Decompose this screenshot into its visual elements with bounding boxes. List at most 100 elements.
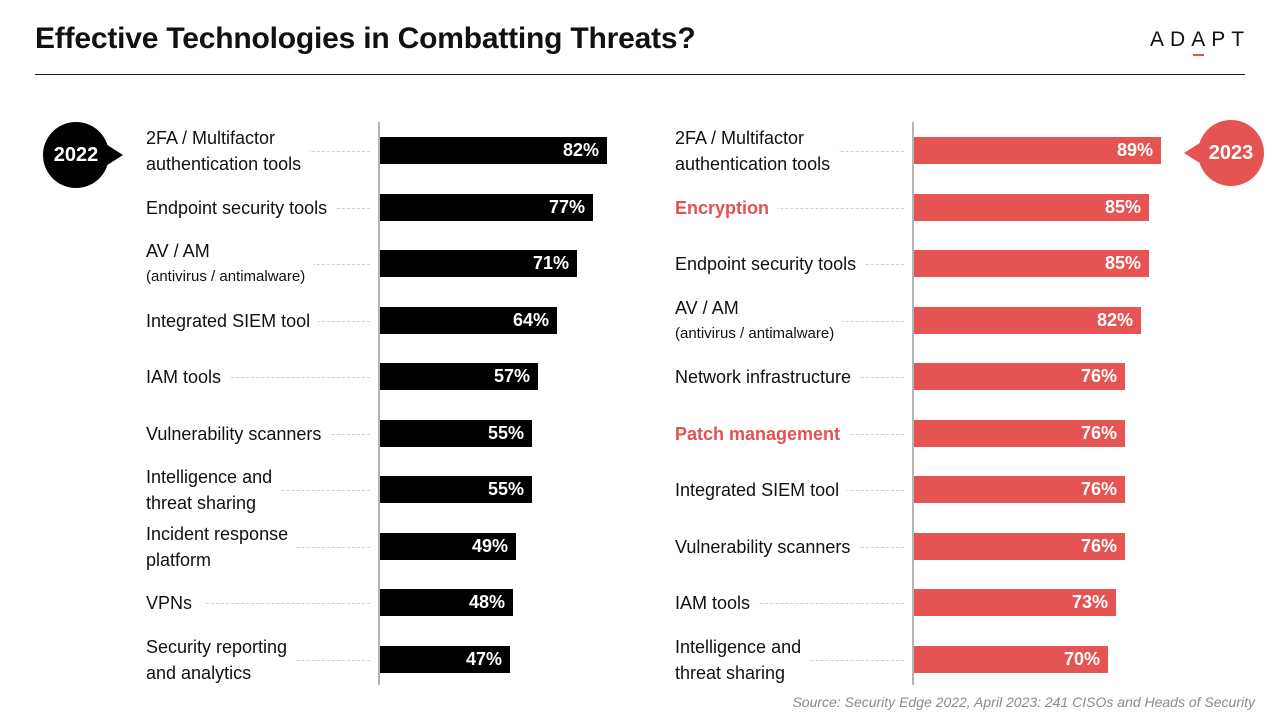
category-label-line: Vulnerability scanners [146, 424, 322, 444]
bar-value-label: 85% [1104, 197, 1141, 217]
bar-value-label: 49% [471, 536, 508, 556]
category-label-line: AV / AM [146, 241, 210, 261]
bar-value-label: 82% [562, 140, 599, 160]
bar-2023: 85% [914, 194, 1149, 221]
bar-value-label: 76% [1080, 423, 1117, 443]
category-label-line: Integrated SIEM tool [146, 311, 311, 331]
year-badge-2022: 2022 [43, 122, 123, 188]
bar-2022: 49% [380, 533, 516, 560]
bar-2023: 76% [914, 363, 1125, 390]
bar-2023: 73% [914, 589, 1116, 616]
bar-2022: 82% [380, 137, 607, 164]
category-label-2023: Network infrastructure [675, 364, 860, 390]
category-label-line: Intelligence and [675, 637, 802, 657]
bar-2023: 76% [914, 420, 1125, 447]
bar-value-label: 48% [468, 592, 505, 612]
category-label-2022: AV / AM (antivirus / antimalware) [146, 238, 314, 290]
bar-2022: 64% [380, 307, 557, 334]
page-title: Effective Technologies in Combatting Thr… [35, 22, 696, 55]
bar-2022: 55% [380, 420, 532, 447]
bar-2022: 71% [380, 250, 577, 277]
year-badge-2023: 2023 [1184, 120, 1264, 186]
category-label-line: Intelligence and [146, 467, 273, 487]
bar-value-label: 82% [1096, 310, 1133, 330]
category-label-2023: AV / AM (antivirus / antimalware) [675, 295, 843, 347]
bar-value-label: 76% [1080, 536, 1117, 556]
bar-value-label: 89% [1116, 140, 1153, 160]
category-label-line: Security reporting [146, 637, 288, 657]
bar-2023: 70% [914, 646, 1108, 673]
bar-value-label: 71% [532, 253, 569, 273]
category-label-2022: Endpoint security tools [146, 195, 336, 221]
bar-value-label: 57% [493, 366, 530, 386]
category-label-line: threat sharing [675, 663, 786, 683]
leader-line [206, 377, 370, 378]
bar-2023: 76% [914, 476, 1125, 503]
bar-value-label: 73% [1071, 592, 1108, 612]
bar-value-label: 85% [1104, 253, 1141, 273]
category-label-line: Endpoint security tools [146, 198, 328, 218]
source-note: Source: Security Edge 2022, April 2023: … [792, 694, 1255, 710]
category-label-2023: Intelligence and threat sharing [675, 634, 810, 686]
category-label-line: and analytics [146, 663, 252, 683]
category-label-line: Incident response [146, 524, 289, 544]
category-label-2023: Patch management [675, 421, 849, 447]
category-label-2022: Vulnerability scanners [146, 421, 330, 447]
category-label-line: Integrated SIEM tool [675, 480, 840, 500]
category-label-2023: IAM tools [675, 590, 759, 616]
bar-value-label: 76% [1080, 479, 1117, 499]
category-label-2022: Incident response platform [146, 521, 297, 573]
bar-value-label: 64% [512, 310, 549, 330]
category-label-2023: 2FA / Multifactor authentication tools [675, 125, 839, 177]
category-label-line: IAM tools [146, 367, 222, 387]
leader-line [206, 603, 370, 604]
category-label-line: authentication tools [146, 154, 302, 174]
bar-2022: 55% [380, 476, 532, 503]
category-label-2023: Endpoint security tools [675, 251, 865, 277]
leader-line [735, 603, 904, 604]
category-label-2023: Integrated SIEM tool [675, 477, 848, 503]
bar-value-label: 47% [465, 649, 502, 669]
axis-line-2022 [378, 122, 380, 685]
leader-line [735, 660, 904, 661]
category-label-line: Network infrastructure [675, 367, 852, 387]
category-label-2023: Vulnerability scanners [675, 534, 859, 560]
bar-value-label: 76% [1080, 366, 1117, 386]
category-label-line: (antivirus / antimalware) [675, 325, 835, 342]
leader-line [735, 208, 904, 209]
bar-2022: 77% [380, 194, 593, 221]
category-label-line: VPNs [146, 593, 193, 613]
bar-2022: 48% [380, 589, 513, 616]
category-label-line: (antivirus / antimalware) [146, 268, 306, 285]
category-label-2022: Integrated SIEM tool [146, 308, 319, 334]
bar-2023: 82% [914, 307, 1141, 334]
leader-line [206, 490, 370, 491]
category-label-2022: Intelligence and threat sharing [146, 464, 281, 516]
bar-value-label: 77% [548, 197, 585, 217]
bar-value-label: 70% [1063, 649, 1100, 669]
category-label-2022: IAM tools [146, 364, 230, 390]
bar-2023: 89% [914, 137, 1161, 164]
category-label-line: Patch management [675, 424, 841, 444]
category-label-line: 2FA / Multifactor [146, 128, 276, 148]
bar-2022: 57% [380, 363, 538, 390]
category-label-2022: 2FA / Multifactor authentication tools [146, 125, 310, 177]
category-label-line: Vulnerability scanners [675, 537, 851, 557]
category-label-line: Encryption [675, 198, 770, 218]
category-label-line: platform [146, 550, 212, 570]
category-label-2022: Security reporting and analytics [146, 634, 296, 686]
category-label-line: authentication tools [675, 154, 831, 174]
category-label-line: AV / AM [675, 298, 739, 318]
adapt-logo: ADAPT [1150, 28, 1251, 56]
category-label-line: 2FA / Multifactor [675, 128, 805, 148]
category-label-line: Endpoint security tools [675, 254, 857, 274]
bar-2023: 76% [914, 533, 1125, 560]
header-divider [35, 74, 1245, 75]
bar-value-label: 55% [487, 423, 524, 443]
category-label-line: IAM tools [675, 593, 751, 613]
axis-line-2023 [912, 122, 914, 685]
bar-value-label: 55% [487, 479, 524, 499]
bar-2022: 47% [380, 646, 510, 673]
